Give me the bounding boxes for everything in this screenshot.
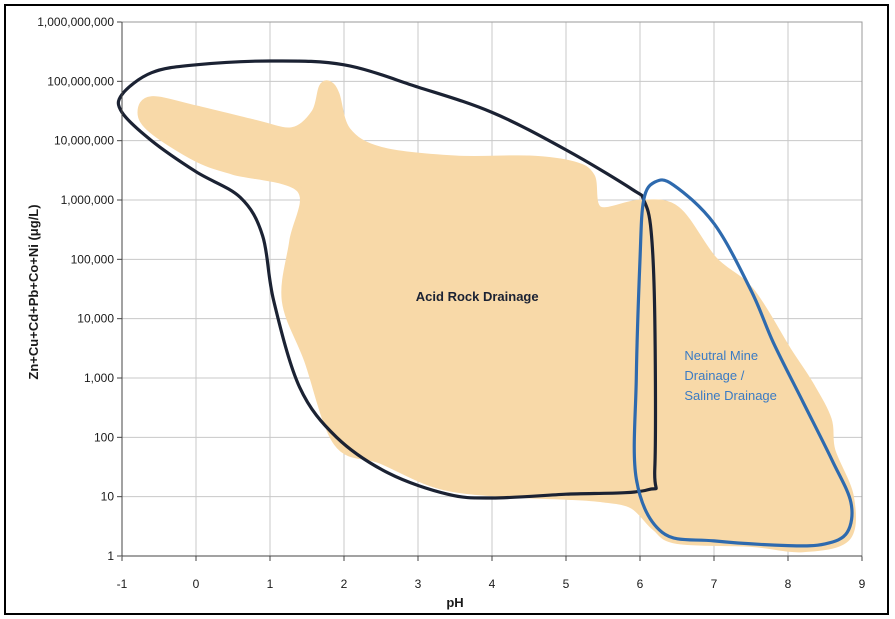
region-label: Acid Rock Drainage — [416, 289, 539, 304]
y-tick-label: 1 — [107, 549, 114, 563]
region-layer — [116, 59, 854, 548]
data-envelope-area — [137, 80, 856, 553]
y-tick-label: 1,000,000,000 — [37, 15, 114, 29]
region-label-line: Saline Drainage — [684, 388, 777, 403]
x-tick-label: 0 — [193, 577, 200, 591]
data-envelope-layer — [137, 80, 856, 553]
x-tick-label: 9 — [859, 577, 866, 591]
x-tick-label: -1 — [117, 577, 128, 591]
x-tick-label: 1 — [267, 577, 274, 591]
x-tick-label: 4 — [489, 577, 496, 591]
x-axis-title: pH — [446, 595, 463, 610]
region-labels: Acid Rock Drainage Neutral Mine Drainage /… — [416, 289, 777, 403]
region-outline — [632, 178, 854, 548]
axes — [117, 21, 863, 561]
y-tick-label: 1,000,000 — [61, 193, 115, 207]
region-label-line: Neutral Mine — [684, 348, 758, 363]
x-tick-label: 3 — [415, 577, 422, 591]
y-tick-label: 10,000,000 — [54, 134, 114, 148]
y-tick-label: 100,000,000 — [47, 74, 114, 88]
y-tick-label: 100,000 — [71, 252, 115, 266]
y-tick-label: 10 — [101, 490, 115, 504]
region-label-line: Drainage / — [684, 368, 744, 383]
x-tick-label: 7 — [711, 577, 718, 591]
x-tick-label: 2 — [341, 577, 348, 591]
y-tick-label: 10,000 — [77, 312, 114, 326]
y-tick-label: 1,000 — [84, 371, 114, 385]
region-outline — [116, 59, 658, 500]
y-axis-title: Zn+Cu+Cd+Pb+Co+Ni (μg/L) — [26, 204, 41, 379]
x-tick-label: 8 — [785, 577, 792, 591]
tick-labels: -1 0 1 2 3 4 5 6 7 8 9 1 10 100 1,000 10,000 100,000 1,00… — [37, 15, 865, 591]
x-tick-label: 6 — [637, 577, 644, 591]
region-label-line: Acid Rock Drainage — [416, 289, 539, 304]
x-tick-label: 5 — [563, 577, 570, 591]
y-tick-label: 100 — [94, 430, 114, 444]
region-label: Neutral Mine Drainage / Saline Drainage — [684, 348, 777, 403]
